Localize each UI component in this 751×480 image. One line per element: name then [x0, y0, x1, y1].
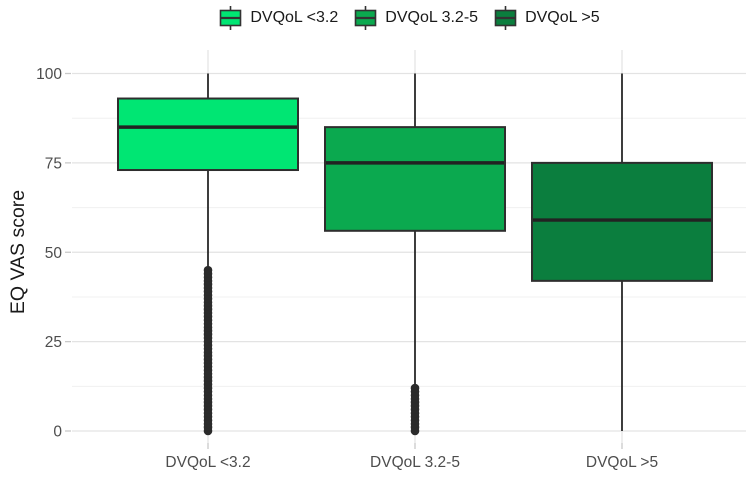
y-tick-label: 100 [36, 66, 62, 83]
outlier-point [203, 265, 213, 275]
y-tick-label: 50 [45, 245, 63, 262]
iqr-box [324, 126, 506, 232]
axis-layer: 0 25 50 75 100 DVQoL <3.2 DVQoL 3.2-5 DVQoL >5 [36, 66, 658, 471]
y-tick-label: 25 [45, 334, 62, 351]
chart-legend: DVQoL <3.2 DVQoL 3.2-5 DVQoL >5 [72, 3, 746, 33]
legend-item-dvqol-lt32: DVQoL <3.2 [218, 6, 338, 30]
x-tick-label: DVQoL <3.2 [165, 454, 250, 471]
legend-label: DVQoL >5 [525, 9, 600, 26]
iqr-box [117, 97, 299, 172]
legend-label: DVQoL <3.2 [250, 9, 339, 26]
outlier-point [410, 383, 420, 393]
boxplot-key-icon [220, 6, 242, 30]
legend-label: DVQoL 3.2-5 [385, 9, 479, 26]
legend-item-dvqol-32-5: DVQoL 3.2-5 [353, 6, 478, 30]
boxes-layer [117, 73, 713, 436]
y-axis-title: EQ VAS score [7, 190, 29, 314]
x-tick-label: DVQoL >5 [586, 454, 658, 471]
legend-item-dvqol-gt5: DVQoL >5 [493, 6, 600, 30]
boxplot-key-icon [494, 6, 517, 30]
y-tick-label: 0 [53, 424, 62, 441]
x-tick-label: DVQoL 3.2-5 [370, 454, 460, 471]
boxplot-key-icon [354, 6, 377, 30]
iqr-box [531, 161, 713, 282]
y-tick-label: 75 [45, 155, 62, 172]
